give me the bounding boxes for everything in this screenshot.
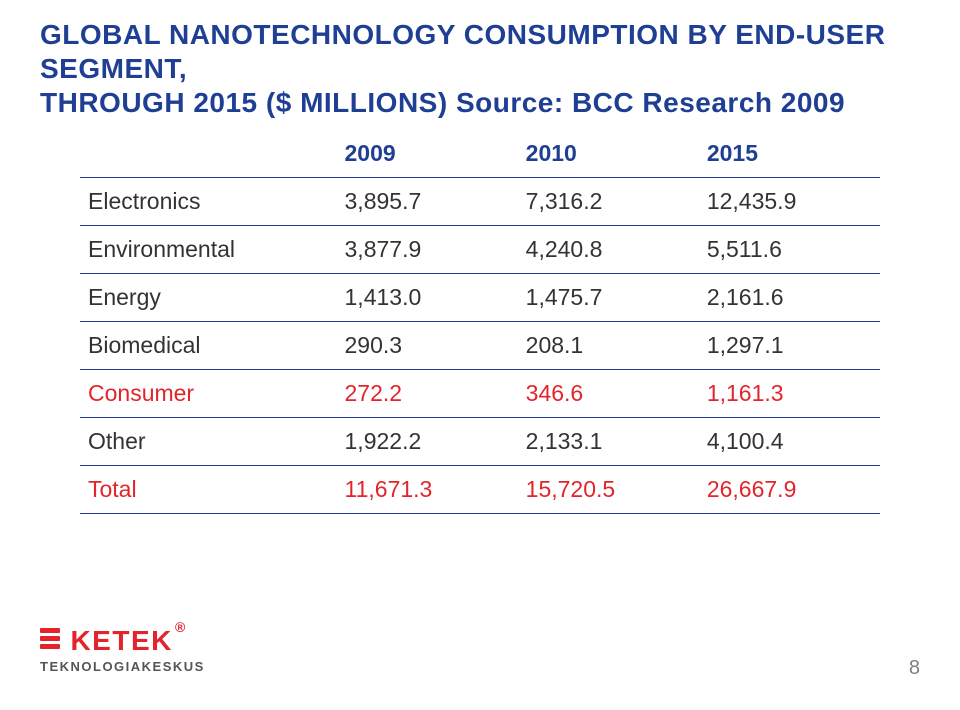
row-label: Other xyxy=(80,418,337,466)
table-row: Consumer272.2346.61,161.3 xyxy=(80,370,880,418)
logo-subtitle: TEKNOLOGIAKESKUS xyxy=(40,659,205,674)
table-row: Biomedical290.3208.11,297.1 xyxy=(80,322,880,370)
cell-2010: 4,240.8 xyxy=(518,226,699,274)
page-number: 8 xyxy=(909,657,920,680)
cell-2015: 4,100.4 xyxy=(699,418,880,466)
footer-logo: KETEK ® TEKNOLOGIAKESKUS xyxy=(40,625,205,674)
cell-2009: 11,671.3 xyxy=(337,466,518,514)
row-label: Total xyxy=(80,466,337,514)
table-row: Environmental3,877.94,240.85,511.6 xyxy=(80,226,880,274)
cell-2009: 1,413.0 xyxy=(337,274,518,322)
row-label: Energy xyxy=(80,274,337,322)
registered-icon: ® xyxy=(175,619,187,635)
table-row: Other1,922.22,133.14,100.4 xyxy=(80,418,880,466)
row-label: Biomedical xyxy=(80,322,337,370)
cell-2010: 1,475.7 xyxy=(518,274,699,322)
table-row: Total11,671.315,720.526,667.9 xyxy=(80,466,880,514)
table-body: Electronics3,895.77,316.212,435.9Environ… xyxy=(80,178,880,514)
cell-2015: 1,161.3 xyxy=(699,370,880,418)
title-line-2: THROUGH 2015 ($ MILLIONS) Source: BCC Re… xyxy=(40,86,920,120)
cell-2015: 5,511.6 xyxy=(699,226,880,274)
logo-name: KETEK ® xyxy=(70,625,172,657)
cell-2009: 3,895.7 xyxy=(337,178,518,226)
cell-2010: 15,720.5 xyxy=(518,466,699,514)
data-table-container: 2009 2010 2015 Electronics3,895.77,316.2… xyxy=(80,130,880,514)
table-header-row: 2009 2010 2015 xyxy=(80,130,880,178)
cell-2009: 290.3 xyxy=(337,322,518,370)
table-row: Energy1,413.01,475.72,161.6 xyxy=(80,274,880,322)
col-header-2010: 2010 xyxy=(518,130,699,178)
slide-title: GLOBAL NANOTECHNOLOGY CONSUMPTION BY END… xyxy=(40,18,920,120)
table-row: Electronics3,895.77,316.212,435.9 xyxy=(80,178,880,226)
cell-2015: 12,435.9 xyxy=(699,178,880,226)
logo-top-row: KETEK ® xyxy=(40,625,205,657)
row-label: Environmental xyxy=(80,226,337,274)
title-line-1: GLOBAL NANOTECHNOLOGY CONSUMPTION BY END… xyxy=(40,18,920,86)
cell-2009: 3,877.9 xyxy=(337,226,518,274)
logo-stripes-icon xyxy=(40,628,60,652)
cell-2009: 272.2 xyxy=(337,370,518,418)
col-header-blank xyxy=(80,130,337,178)
cell-2015: 1,297.1 xyxy=(699,322,880,370)
cell-2009: 1,922.2 xyxy=(337,418,518,466)
logo-name-text: KETEK xyxy=(70,625,172,656)
row-label: Consumer xyxy=(80,370,337,418)
cell-2010: 346.6 xyxy=(518,370,699,418)
row-label: Electronics xyxy=(80,178,337,226)
cell-2010: 7,316.2 xyxy=(518,178,699,226)
cell-2015: 2,161.6 xyxy=(699,274,880,322)
cell-2010: 2,133.1 xyxy=(518,418,699,466)
cell-2010: 208.1 xyxy=(518,322,699,370)
cell-2015: 26,667.9 xyxy=(699,466,880,514)
col-header-2009: 2009 xyxy=(337,130,518,178)
col-header-2015: 2015 xyxy=(699,130,880,178)
consumption-table: 2009 2010 2015 Electronics3,895.77,316.2… xyxy=(80,130,880,514)
